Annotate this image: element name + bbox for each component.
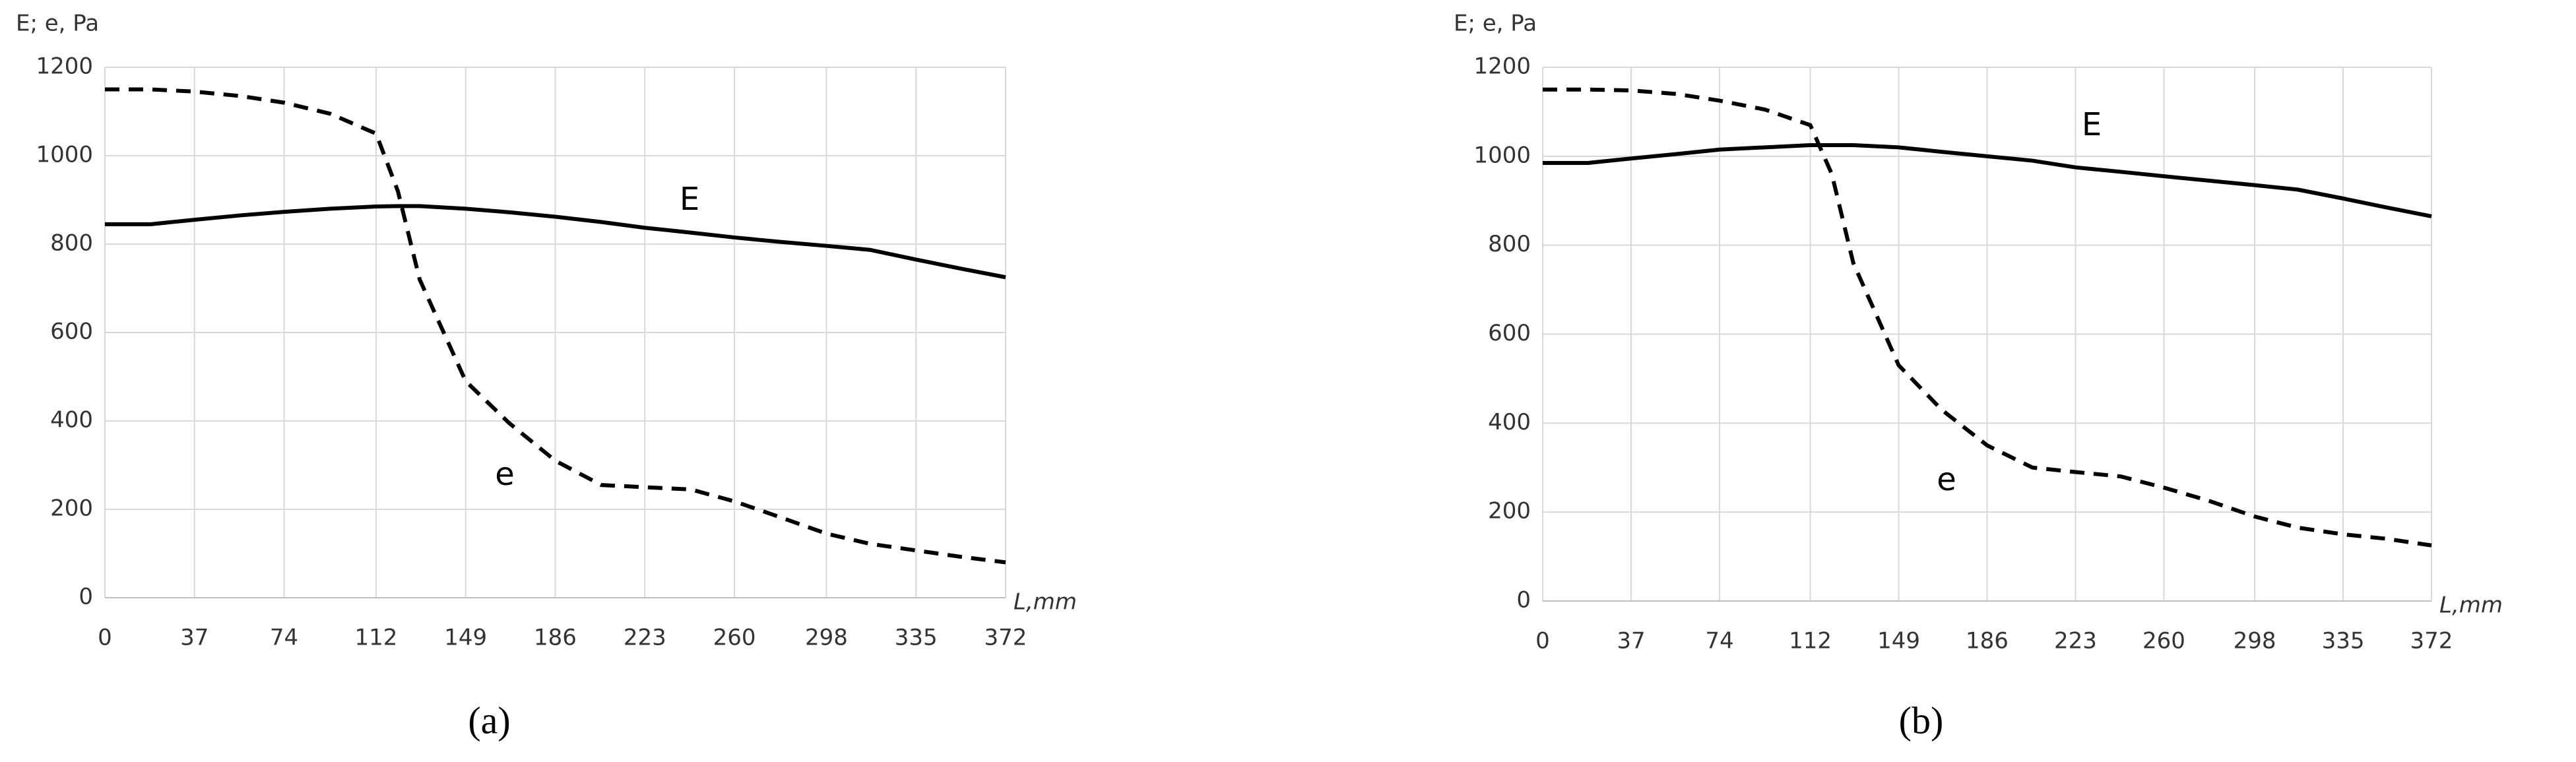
y-tick-label: 200 xyxy=(50,495,93,522)
x-tick-label: 112 xyxy=(1789,628,1832,654)
x-tick-label: 0 xyxy=(1535,628,1550,654)
y-tick-label: 1000 xyxy=(1473,142,1531,168)
y-tick-label: 200 xyxy=(1488,498,1531,524)
series-label: e xyxy=(1937,461,1956,498)
y-tick-label: 0 xyxy=(1516,587,1531,614)
series-label: e xyxy=(495,456,515,493)
x-tick-label: 37 xyxy=(180,625,209,651)
series-line xyxy=(1543,87,2432,548)
x-tick-label: 372 xyxy=(2410,628,2453,654)
x-tick-label: 298 xyxy=(805,625,848,651)
y-tick-label: 600 xyxy=(50,319,93,345)
caption: (b) xyxy=(1899,699,1944,742)
x-tick-label: 335 xyxy=(2322,628,2365,654)
x-tick-label: 37 xyxy=(1617,628,1645,654)
y-axis-label: E; e, Pa xyxy=(1454,11,1537,37)
x-tick-label: 372 xyxy=(984,625,1027,651)
x-tick-label: 149 xyxy=(1877,628,1920,654)
y-tick-label: 0 xyxy=(79,584,93,610)
series-label: E xyxy=(2082,106,2102,143)
y-tick-label: 800 xyxy=(50,230,93,257)
y-tick-label: 600 xyxy=(1488,320,1531,346)
y-tick-label: 400 xyxy=(1488,409,1531,435)
x-tick-label: 298 xyxy=(2234,628,2276,654)
x-tick-label: 260 xyxy=(713,625,756,651)
y-axis-label: E; e, Pa xyxy=(16,11,99,37)
caption: (a) xyxy=(468,699,510,742)
y-tick-label: 400 xyxy=(50,407,93,433)
series-line xyxy=(105,204,1006,280)
x-tick-label: 223 xyxy=(624,625,666,651)
y-tick-label: 1200 xyxy=(1473,53,1531,80)
series-label: E xyxy=(680,181,699,218)
x-tick-label: 74 xyxy=(1705,628,1733,654)
x-tick-label: 223 xyxy=(2054,628,2097,654)
y-tick-label: 1200 xyxy=(36,53,93,80)
series-line xyxy=(1543,143,2432,218)
x-tick-label: 74 xyxy=(270,625,298,651)
x-tick-label: 149 xyxy=(444,625,487,651)
x-axis-label: L,mm xyxy=(1014,589,1077,616)
x-tick-label: 112 xyxy=(355,625,398,651)
x-tick-label: 186 xyxy=(534,625,577,651)
x-tick-label: 0 xyxy=(98,625,112,651)
x-axis-label: L,mm xyxy=(2439,592,2503,619)
y-tick-label: 800 xyxy=(1488,231,1531,257)
y-tick-label: 1000 xyxy=(36,142,93,168)
series-line xyxy=(105,87,1006,565)
x-tick-label: 186 xyxy=(1966,628,2009,654)
x-tick-label: 260 xyxy=(2142,628,2185,654)
x-tick-label: 335 xyxy=(895,625,938,651)
